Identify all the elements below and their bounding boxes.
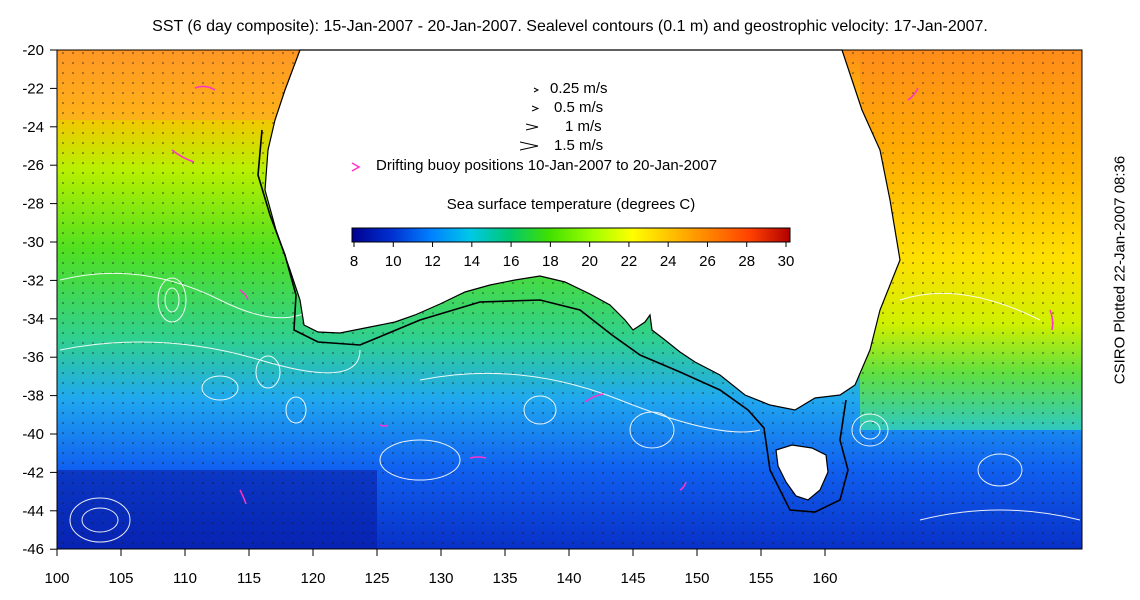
lon-tick-label: 110 [173, 570, 197, 587]
colorbar-tick-label: 24 [659, 253, 677, 270]
colorbar [351, 227, 791, 243]
lat-tick-label: -30 [22, 234, 44, 251]
velocity-label-1.5: 1.5 m/s [554, 137, 604, 154]
lat-tick-label: -24 [22, 119, 44, 136]
colorbar-tick-label: 22 [620, 253, 638, 270]
lon-tick-label: 160 [812, 570, 837, 587]
colorbar-tick-label: 10 [384, 253, 402, 270]
colorbar-tick-label: 20 [581, 253, 598, 270]
shelf-contour [257, 129, 849, 513]
lat-tick-label: -36 [22, 349, 44, 366]
longitude-axis: 100 105 110 115 120 125 130 135 140 145 150 155 160 [44, 549, 838, 587]
lon-tick-label: 130 [428, 570, 453, 587]
velocity-label-0.5: 0.5 m/s [554, 99, 604, 116]
lon-tick-label: 155 [748, 570, 773, 587]
lon-tick-label: 100 [44, 570, 69, 587]
lat-tick-label: -46 [22, 541, 44, 558]
lon-tick-label: 140 [556, 570, 581, 587]
lon-tick-label: 145 [620, 570, 645, 587]
map-title: SST (6 day composite): 15-Jan-2007 - 20-… [152, 18, 988, 35]
tasmania-land [775, 444, 829, 501]
colorbar-tick-label: 28 [738, 253, 756, 270]
drifter-legend-marker [351, 162, 361, 172]
lon-tick-label: 150 [684, 570, 709, 587]
colorbar-tick-label: 14 [463, 253, 481, 270]
lat-tick-label: -42 [22, 464, 44, 481]
colorbar-tick-label: 8 [349, 253, 359, 270]
colorbar-tick-label: 30 [777, 253, 795, 270]
velocity-label-1: 1 m/s [565, 118, 602, 135]
lat-tick-label: -44 [22, 503, 44, 520]
lon-tick-label: 125 [364, 570, 389, 587]
lat-tick-label: -34 [22, 311, 44, 328]
lat-tick-label: -20 [22, 42, 44, 59]
lat-tick-label: -32 [22, 272, 44, 289]
colorbar-ticks [353, 242, 787, 247]
drifter-tracks [171, 85, 1054, 505]
lon-tick-label: 105 [108, 570, 133, 587]
latitude-axis: -20 -22 -24 -26 -28 -30 -32 -34 -36 -38 -40 -42 -44 -… [22, 42, 57, 558]
colorbar-tick-label: 18 [542, 253, 559, 270]
colorbar-label: Sea surface temperature (degrees C) [446, 196, 696, 213]
colorbar-tick-label: 26 [699, 253, 716, 270]
lon-tick-label: 120 [300, 570, 325, 587]
velocity-arrow-0.5 [531, 105, 540, 112]
velocity-arrow-0.25 [533, 87, 540, 93]
lat-tick-label: -40 [22, 426, 44, 443]
lat-tick-label: -38 [22, 388, 44, 405]
lon-tick-label: 135 [492, 570, 517, 587]
lat-tick-label: -26 [22, 157, 44, 174]
lat-tick-label: -22 [22, 80, 44, 97]
lat-tick-label: -28 [22, 196, 44, 213]
velocity-arrow-1.5 [519, 141, 539, 151]
lon-tick-label: 115 [237, 570, 261, 587]
colorbar-tick-label: 16 [502, 253, 520, 270]
drifter-legend-label: Drifting buoy positions 10-Jan-2007 to 2… [376, 157, 718, 174]
velocity-arrow-1 [525, 123, 539, 131]
velocity-label-0.25: 0.25 m/s [550, 80, 608, 97]
plot-credit: CSIRO Plotted 22-Jan-2007 08:36 [1111, 155, 1129, 385]
velocity-legend-arrows [519, 87, 540, 151]
colorbar-tick-label: 12 [424, 253, 441, 270]
